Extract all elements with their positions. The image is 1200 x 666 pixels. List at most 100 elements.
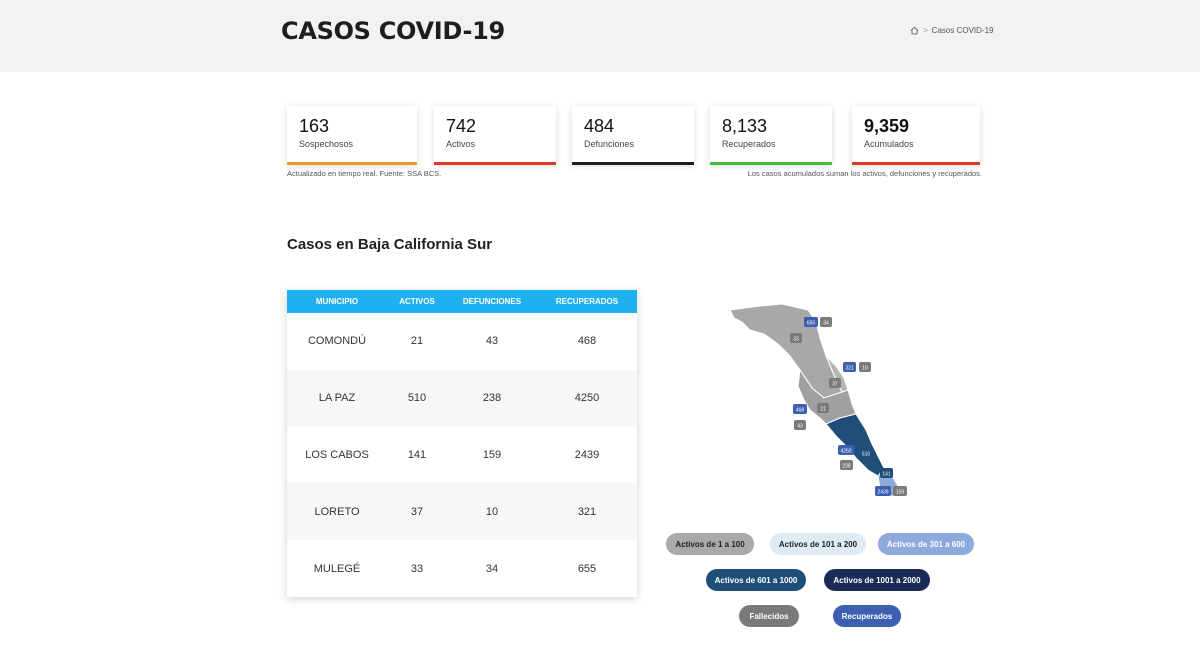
map-label: 2439 [875, 486, 891, 496]
municipio-table: MUNICIPIO ACTIVOS DEFUNCIONES RECUPERADO… [287, 290, 637, 597]
map-label-text: 33 [793, 337, 799, 343]
map-label: 21 [817, 403, 829, 413]
cell-activos: 37 [410, 505, 424, 518]
map-label: 43 [794, 420, 806, 430]
stat-value: 742 [446, 116, 477, 136]
map-label-text: 34 [823, 321, 829, 327]
cell-municipio: LA PAZ [318, 392, 356, 405]
map-label: 655 [804, 317, 818, 327]
column-header-recuperados: RECUPERADOS [555, 297, 619, 306]
cell-activos: 33 [410, 562, 424, 575]
map-label: 510 [859, 448, 873, 458]
region-la-paz[interactable] [825, 413, 885, 477]
map-label-text: 159 [896, 490, 905, 496]
breadcrumb: > Casos COVID-19 [910, 26, 993, 35]
legend-activos-101-200[interactable]: Activos de 101 a 200 [770, 533, 866, 555]
breadcrumb-current: Casos COVID-19 [931, 26, 994, 35]
stat-bar [287, 162, 417, 165]
map-label-text: 141 [882, 472, 891, 478]
cell-recuperados: 655 [577, 562, 597, 575]
map-label: 321 [843, 362, 856, 372]
cell-recuperados: 468 [577, 335, 597, 348]
stat-label: Sospechosos [299, 139, 354, 149]
cell-municipio: MULEGÉ [313, 562, 361, 575]
map-label-text: 321 [845, 366, 854, 372]
legend-activos-301-600[interactable]: Activos de 301 a 600 [878, 533, 974, 555]
stat-label: Defunciones [584, 139, 635, 149]
stat-value: 163 [299, 116, 330, 136]
cell-recuperados: 2439 [574, 448, 600, 461]
map-label-text: 655 [807, 321, 816, 327]
table-row: LA PAZ 510 238 4250 [287, 369, 637, 427]
map-label: 4250 [838, 445, 854, 455]
map-svg: 655 34 33 321 10 37 468 21 43 4250 510 2… [729, 303, 907, 497]
map-label-text: 2439 [877, 490, 888, 496]
baja-california-sur-map: 655 34 33 321 10 37 468 21 43 4250 510 2… [720, 300, 940, 510]
home-icon[interactable] [910, 26, 919, 35]
cell-municipio: LORETO [314, 505, 360, 518]
table-row: COMONDÚ 21 43 468 [287, 313, 637, 370]
acumulados-note: Los casos acumulados suman los activos, … [747, 169, 982, 178]
map-label: 141 [880, 468, 893, 478]
map-label: 34 [820, 317, 832, 327]
update-note: Actualizado en tiempo real. Fuente: SSA … [287, 169, 442, 178]
map-label-text: 4250 [840, 449, 851, 455]
stat-value: 484 [584, 116, 615, 136]
cell-activos: 141 [407, 448, 427, 461]
stat-value: 8,133 [722, 116, 768, 136]
stat-card-recuperados: 8,133 Recuperados [710, 106, 832, 165]
cell-recuperados: 4250 [574, 392, 600, 405]
map-label-text: 21 [820, 407, 826, 413]
cell-municipio: COMONDÚ [307, 335, 367, 348]
stat-bar [710, 162, 832, 165]
stat-card-sospechosos: 163 Sospechosos [287, 106, 417, 165]
table-row: LOS CABOS 141 159 2439 [287, 427, 637, 484]
page-title: CASOS COVID-19 [281, 17, 505, 45]
cell-activos: 510 [407, 392, 427, 405]
stat-bar [434, 162, 556, 165]
legend-activos-1-100[interactable]: Activos de 1 a 100 [666, 533, 754, 555]
table-header-row: MUNICIPIO ACTIVOS DEFUNCIONES RECUPERADO… [287, 290, 637, 313]
map-label: 10 [859, 362, 871, 372]
section-title: Casos en Baja California Sur [287, 236, 493, 253]
legend-recuperados[interactable]: Recuperados [833, 605, 901, 627]
map-label-text: 238 [842, 464, 851, 470]
map-label: 33 [790, 333, 802, 343]
cell-defunciones: 159 [482, 448, 502, 461]
cell-activos: 21 [410, 335, 424, 348]
map-label: 468 [793, 404, 807, 414]
breadcrumb-separator: > [923, 26, 928, 35]
legend-activos-1001-2000[interactable]: Activos de 1001 a 2000 [824, 569, 930, 591]
map-label: 159 [893, 486, 907, 496]
map-label-text: 43 [797, 424, 803, 430]
page-header: CASOS COVID-19 > Casos COVID-19 [0, 0, 1200, 72]
cell-municipio: LOS CABOS [305, 448, 369, 461]
column-header-defunciones: DEFUNCIONES [462, 297, 522, 306]
stat-label: Acumulados [864, 139, 914, 149]
cell-defunciones: 34 [485, 562, 499, 575]
stat-value: 9,359 [864, 116, 910, 136]
table-row: LORETO 37 10 321 [287, 483, 637, 541]
column-header-activos: ACTIVOS [399, 297, 435, 306]
map-label-text: 10 [862, 366, 868, 372]
stat-card-defunciones: 484 Defunciones [572, 106, 694, 165]
map-label: 238 [840, 460, 853, 470]
column-header-municipio: MUNICIPIO [315, 297, 359, 306]
map-label: 37 [829, 378, 841, 388]
stat-bar [572, 162, 694, 165]
table-row: MULEGÉ 33 34 655 [287, 540, 637, 597]
map-label-text: 468 [796, 408, 805, 414]
cell-recuperados: 321 [577, 505, 597, 518]
legend-activos-601-1000[interactable]: Activos de 601 a 1000 [706, 569, 806, 591]
legend-fallecidos[interactable]: Fallecidos [739, 605, 799, 627]
map-label-text: 510 [862, 452, 871, 458]
cell-defunciones: 10 [485, 505, 499, 518]
map-label-text: 37 [832, 382, 838, 388]
stat-label: Activos [446, 139, 476, 149]
stat-card-activos: 742 Activos [434, 106, 556, 165]
stat-bar [852, 162, 980, 165]
cell-defunciones: 238 [482, 392, 502, 405]
stat-card-acumulados: 9,359 Acumulados [852, 106, 980, 165]
cell-defunciones: 43 [485, 335, 499, 348]
stat-label: Recuperados [722, 139, 776, 149]
